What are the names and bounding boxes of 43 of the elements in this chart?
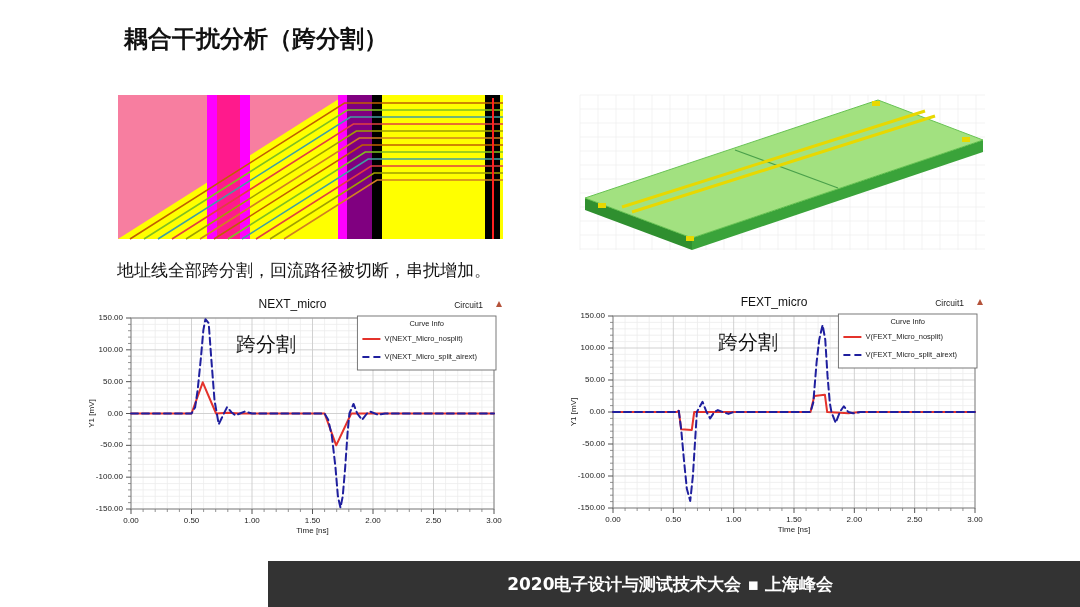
x-tick-label: 3.00 [486,516,503,526]
x-tick-label: 0.00 [123,516,140,526]
y-tick-label: 50.00 [584,375,606,385]
y-tick-label: 100.00 [580,343,606,353]
y-tick-label: -50.00 [582,439,606,449]
y-tick-label: -150.00 [95,504,124,514]
y-tick-label: -100.00 [95,472,124,482]
text: 耦合干扰分析（跨分割） [123,25,388,53]
x-tick-label: 0.00 [605,515,622,525]
y-tick-label: -100.00 [577,471,606,481]
x-tick-label: 1.50 [304,516,321,526]
x-tick-label: 1.00 [725,515,742,525]
y-axis-title: Y1 [mV] [569,397,579,427]
chart-title: FEXT_micro [740,295,808,309]
chart-title: NEXT_micro [258,297,327,311]
x-tick-label: 2.50 [425,516,442,526]
y-axis-title: Y1 [mV] [87,399,97,428]
annotation: 跨分割 [717,329,778,354]
y-tick-label: 50.00 [102,376,124,386]
x-tick-label: 3.00 [967,515,984,525]
annotation: 跨分割 [236,331,297,356]
text: 地址线全部跨分割，回流路径被切断，串扰增加。 [116,260,491,280]
x-tick-label: 2.50 [906,515,923,525]
x-tick-label: 0.50 [183,516,200,526]
x-axis-title: Time [ns] [296,526,329,535]
y-tick-label: 0.00 [589,407,606,417]
y-tick-label: 150.00 [98,313,124,323]
x-tick-label: 1.00 [244,516,261,526]
line-series [130,318,495,509]
line-series [612,323,976,502]
y-tick-label: 100.00 [98,344,124,354]
y-tick-label: -50.00 [100,440,124,450]
text: Circuit1 [935,298,965,308]
text: Circuit1 [454,300,484,310]
text: 2020电子设计与测试技术大会 ▪ 上海峰会 [507,574,834,594]
x-tick-label: 2.00 [846,515,863,525]
x-tick-label: 1.50 [786,515,803,525]
x-axis-title: Time [ns] [777,525,811,534]
y-tick-label: -150.00 [577,503,606,513]
x-tick-label: 2.00 [365,516,382,526]
y-tick-label: 150.00 [580,311,606,321]
y-tick-label: 0.00 [107,408,124,418]
x-tick-label: 0.50 [665,515,682,525]
